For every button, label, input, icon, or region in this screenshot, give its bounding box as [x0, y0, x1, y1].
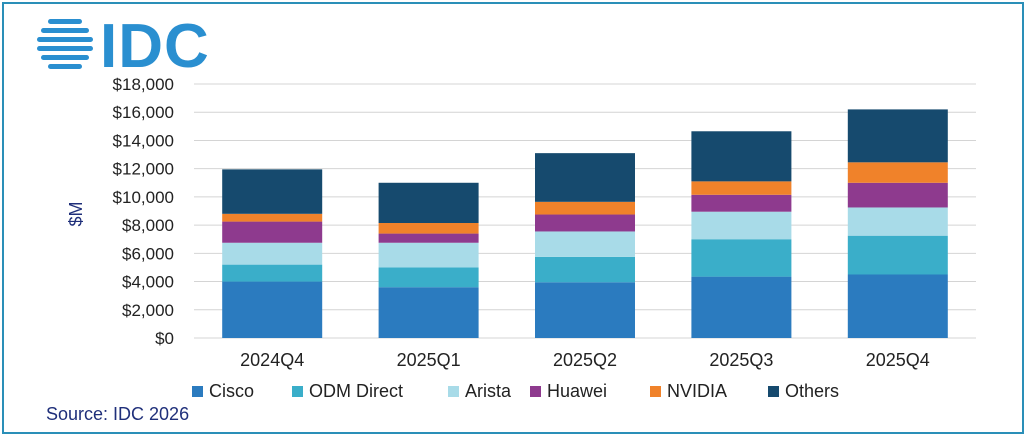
- legend-swatch: [768, 386, 779, 397]
- bar-segment-huawei: [222, 221, 323, 243]
- bar-segment-odm-direct: [535, 256, 635, 283]
- y-tick-label: $10,000: [113, 188, 174, 207]
- y-axis-label: $M: [66, 201, 86, 226]
- bar-segment-arista: [222, 242, 323, 265]
- chart-svg: IDC $0 $2,000 $4,000 $6,000 $8,000 $10,000 $12…: [37, 12, 976, 424]
- bar-segment-others: [222, 169, 323, 214]
- y-tick-label: $14,000: [113, 131, 174, 150]
- bar-segment-others: [378, 182, 479, 223]
- x-category-label: 2025Q1: [397, 350, 461, 370]
- idc-logo: IDC: [37, 12, 210, 81]
- legend-label: Cisco: [209, 381, 254, 401]
- bar-segment-others: [535, 153, 635, 202]
- idc-logo-text: IDC: [100, 12, 210, 81]
- bar-segment-cisco: [847, 274, 948, 338]
- bar-segment-huawei: [535, 214, 635, 232]
- bar-segment-nvidia: [222, 213, 323, 222]
- bars: [222, 109, 948, 338]
- y-tick-label: $18,000: [113, 75, 174, 94]
- bar-segment-odm-direct: [378, 267, 479, 288]
- legend-swatch: [292, 386, 303, 397]
- legend-swatch: [650, 386, 661, 397]
- x-category-label: 2025Q4: [866, 350, 930, 370]
- bar-segment-huawei: [378, 233, 479, 243]
- legend-label: Arista: [465, 381, 512, 401]
- legend-swatch: [448, 386, 459, 397]
- x-category-label: 2025Q3: [709, 350, 773, 370]
- bar-segment-others: [847, 109, 948, 163]
- y-tick-label: $4,000: [122, 273, 174, 292]
- legend-label: Huawei: [547, 381, 607, 401]
- bar-segment-cisco: [222, 281, 323, 338]
- y-tick-label: $12,000: [113, 160, 174, 179]
- y-tick-label: $0: [155, 329, 174, 348]
- bar-segment-arista: [378, 242, 479, 268]
- bar-segment-huawei: [847, 182, 948, 208]
- y-tick-label: $16,000: [113, 103, 174, 122]
- bar-segment-others: [691, 131, 792, 182]
- bar-segment-odm-direct: [847, 235, 948, 275]
- legend-swatch: [192, 386, 203, 397]
- bar-segment-cisco: [378, 287, 479, 338]
- source-note: Source: IDC 2026: [46, 404, 189, 424]
- y-tick-label: $6,000: [122, 244, 174, 263]
- bar-segment-nvidia: [378, 222, 479, 234]
- x-axis-categories: 2024Q4 2025Q1 2025Q2 2025Q3 2025Q4: [240, 350, 930, 370]
- x-category-label: 2024Q4: [240, 350, 304, 370]
- bar-segment-nvidia: [847, 162, 948, 183]
- bar-segment-arista: [535, 231, 635, 257]
- legend: Cisco ODM Direct Arista Huawei NVIDIA Others: [192, 381, 839, 401]
- y-axis-ticks: $0 $2,000 $4,000 $6,000 $8,000 $10,000 $12,000…: [113, 75, 174, 348]
- x-category-label: 2025Q2: [553, 350, 617, 370]
- legend-label: Others: [785, 381, 839, 401]
- idc-globe-icon: [37, 19, 93, 69]
- legend-label: NVIDIA: [667, 381, 727, 401]
- bar-segment-odm-direct: [222, 264, 323, 282]
- bar-segment-cisco: [691, 276, 792, 338]
- legend-label: ODM Direct: [309, 381, 403, 401]
- bar-segment-odm-direct: [691, 239, 792, 277]
- y-tick-label: $2,000: [122, 301, 174, 320]
- y-tick-label: $8,000: [122, 216, 174, 235]
- bar-segment-nvidia: [535, 201, 635, 215]
- bar-segment-huawei: [691, 194, 792, 212]
- legend-swatch: [530, 386, 541, 397]
- bar-segment-cisco: [535, 282, 635, 338]
- bar-segment-arista: [691, 211, 792, 240]
- bar-segment-arista: [847, 207, 948, 236]
- bar-segment-nvidia: [691, 181, 792, 195]
